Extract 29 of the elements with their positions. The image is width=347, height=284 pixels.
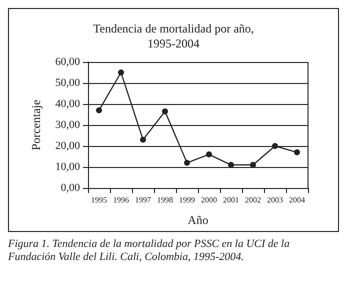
point bbox=[272, 143, 278, 149]
x-tick-label: 1997 bbox=[135, 196, 151, 204]
point bbox=[118, 70, 124, 76]
x-tick-label: 2004 bbox=[289, 196, 305, 204]
y-tick-label: 10,00 bbox=[55, 161, 80, 173]
point bbox=[140, 136, 146, 143]
y-tick-label: 0,00 bbox=[60, 182, 80, 194]
x-tick-label: 1995 bbox=[91, 196, 107, 204]
x-tick-label: 2001 bbox=[223, 196, 239, 204]
x-tick-label: 1998 bbox=[157, 196, 173, 204]
y-tick-label: 60,00 bbox=[55, 56, 80, 68]
chart-title: Tendencia de mortalidad por año, 1995-2004 bbox=[93, 22, 254, 50]
text: Figura 1. Tendencia de la mortalidad por PSSC en la UCI de la Fundación Valle del Lili. Cali, Colombia, 1995-2004. bbox=[8, 238, 291, 264]
y-axis-title: Porcentaje bbox=[29, 100, 43, 150]
x-tick-label: 1996 bbox=[113, 196, 129, 204]
x-tick-label: 1999 bbox=[179, 196, 195, 204]
y-tick-label: 40,00 bbox=[55, 98, 80, 110]
point bbox=[206, 151, 212, 158]
point bbox=[184, 160, 190, 166]
x-tick-label: 2000 bbox=[201, 196, 217, 204]
point bbox=[162, 108, 168, 114]
point bbox=[96, 107, 102, 114]
x-axis-title: Año bbox=[188, 213, 208, 227]
y-tick-label: 50,00 bbox=[55, 77, 80, 89]
x-tick-label: 2003 bbox=[267, 196, 283, 204]
y-tick-label: 20,00 bbox=[55, 140, 80, 152]
y-tick-label: 30,00 bbox=[55, 119, 80, 131]
point bbox=[294, 149, 300, 156]
x-tick-label: 2002 bbox=[245, 196, 261, 204]
